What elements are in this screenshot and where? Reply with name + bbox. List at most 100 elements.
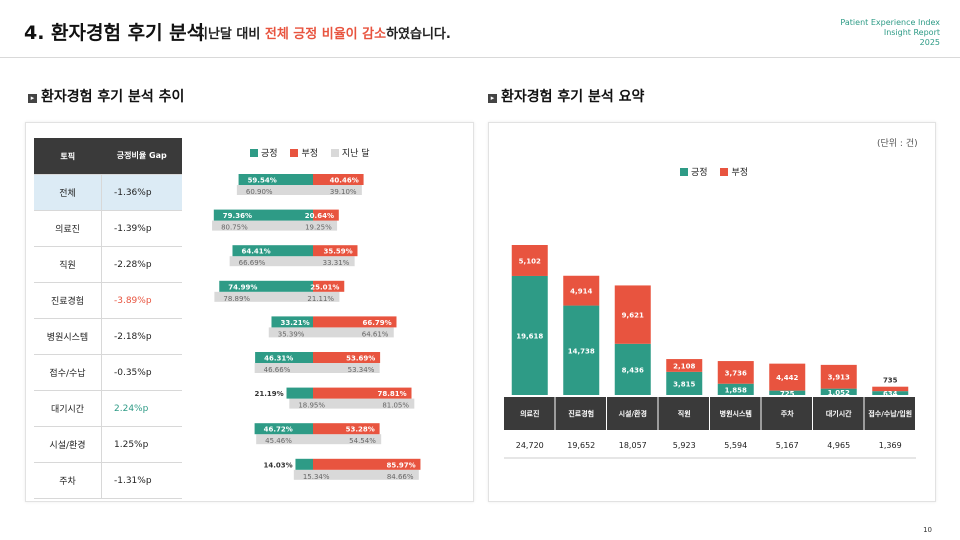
table-row: 의료진 -1.39%p: [34, 210, 182, 247]
positive-stack-bar: [820, 388, 857, 395]
category-label: 주차: [781, 409, 794, 418]
legend-positive-label: 긍정: [261, 149, 278, 159]
positive-value-label: 1,052: [828, 389, 850, 397]
last-month-neg-bar: [313, 363, 380, 373]
positive-value-label: 19,618: [516, 332, 543, 340]
legend-negative-label: 부정: [301, 149, 318, 159]
positive-stack-bar: [717, 383, 754, 395]
negative-stack-bar: [563, 275, 600, 306]
positive-stack-bar: [614, 343, 651, 395]
report-line-1: Patient Experience Index: [840, 18, 940, 27]
header-divider: [0, 57, 960, 58]
gap-value: -3.89%p: [101, 282, 182, 319]
last-month-pos-label: 18.95%: [298, 402, 325, 410]
last-month-pos-bar: [236, 185, 313, 195]
total-value: 4,965: [827, 441, 850, 450]
subtitle-suffix: 하였습니다.: [386, 27, 451, 42]
legend-last-month: 지난 달: [330, 149, 370, 159]
negative-label: 20.64%: [305, 212, 334, 220]
last-month-pos-bar: [229, 256, 313, 267]
table-row: 진료경험 -3.89%p: [34, 282, 182, 319]
category-header-cell: [607, 397, 658, 430]
negative-value-label: 3,913: [828, 374, 850, 382]
category-label: 병원시스템: [720, 409, 752, 418]
summary-panel: [488, 122, 936, 502]
last-month-neg-label: 84.66%: [387, 473, 414, 481]
left-section-title: ▸ 환자경험 후기 분석 추이: [28, 86, 184, 106]
category-label: 대기시간: [826, 409, 852, 418]
arrow-marker-icon: ▸: [28, 94, 37, 103]
last-month-neg-label: 81.05%: [382, 402, 409, 410]
positive-value-label: 3,815: [673, 380, 695, 388]
last-month-pos-bar: [254, 363, 313, 373]
positive-value-label: 14,738: [568, 347, 595, 355]
legend-last-month-label: 지난 달: [341, 149, 370, 159]
total-value: 18,057: [619, 441, 647, 450]
negative-stack-bar: [872, 386, 909, 392]
category-header-cell: [504, 397, 555, 430]
category-label: 시설/환경: [619, 409, 647, 418]
negative-stack-bar: [511, 245, 548, 276]
positive-stack-bar: [769, 390, 806, 395]
last-month-neg-label: 19.25%: [305, 224, 332, 232]
last-month-pos-label: 15.34%: [303, 473, 330, 481]
last-month-neg-bar: [313, 220, 338, 231]
trend-legend: 긍정 부정 지난 달: [250, 146, 370, 159]
summary-legend-negative-swatch: [720, 168, 729, 176]
negative-bar: [313, 245, 358, 257]
right-section-title: ▸ 환자경험 후기 분석 요약: [488, 86, 644, 106]
unit-label: (단위 : 건): [877, 139, 918, 149]
topic-name: 진료경험: [34, 282, 102, 319]
gap-value: -1.39%p: [101, 210, 182, 247]
positive-bar: [219, 280, 313, 292]
positive-value-label: 8,436: [622, 366, 644, 374]
left-section-title-text: 환자경험 후기 분석 추이: [41, 89, 185, 105]
positive-label: 64.41%: [241, 248, 270, 256]
summary-legend-positive-label: 긍정: [691, 168, 708, 178]
last-month-neg-bar: [313, 291, 340, 302]
report-line-2: Insight Report: [883, 28, 940, 37]
negative-bar: [313, 174, 364, 185]
negative-bar: [313, 280, 345, 292]
positive-stack-bar: [563, 305, 600, 395]
last-month-pos-label: 80.75%: [221, 224, 248, 232]
page-number: 10: [923, 526, 932, 534]
last-month-neg-bar: [313, 434, 382, 445]
last-month-neg-label: 21.11%: [307, 295, 334, 303]
negative-stack-bar: [820, 364, 857, 389]
positive-value-label: 725: [780, 390, 795, 398]
topic-name: 의료진: [34, 210, 102, 247]
total-value: 24,720: [516, 441, 544, 450]
table-row: 주차 -1.31%p: [34, 462, 182, 499]
report-label: Patient Experience Index Insight Report …: [840, 18, 940, 48]
summary-legend: 긍정 부정: [680, 165, 748, 178]
negative-bar: [313, 458, 421, 470]
subtitle-highlight: 전체 긍정 비율이 감소: [264, 27, 387, 42]
negative-label: 25.01%: [310, 283, 339, 291]
category-header-cell: [864, 397, 915, 430]
last-month-neg-label: 53.34%: [348, 366, 375, 374]
negative-stack-bar: [614, 285, 651, 344]
negative-bar: [313, 316, 397, 328]
topic-name: 전체: [34, 174, 102, 211]
negative-label: 35.59%: [323, 248, 352, 256]
category-header-cell: [710, 397, 761, 430]
gap-value: 2.24%p: [101, 390, 182, 427]
last-month-neg-bar: [313, 185, 362, 195]
legend-positive: 긍정: [250, 149, 278, 159]
positive-label: 14.03%: [263, 461, 292, 469]
negative-bar: [313, 209, 339, 221]
negative-label: 53.28%: [346, 426, 375, 434]
category-label: 접수/수납/입원: [868, 409, 912, 418]
negative-label: 66.79%: [362, 319, 391, 327]
category-label: 진료경험: [568, 409, 594, 418]
table-row: 전체 -1.36%p: [34, 174, 182, 211]
gap-value: -2.18%p: [101, 318, 182, 355]
category-header-cell: [555, 397, 606, 430]
last-month-pos-bar: [293, 469, 313, 480]
negative-stack-bar: [769, 363, 806, 391]
positive-bar: [238, 174, 313, 185]
topic-name: 접수/수납: [34, 354, 102, 391]
topic-name: 시설/환경: [34, 426, 102, 463]
negative-stack-bar: [666, 359, 703, 372]
